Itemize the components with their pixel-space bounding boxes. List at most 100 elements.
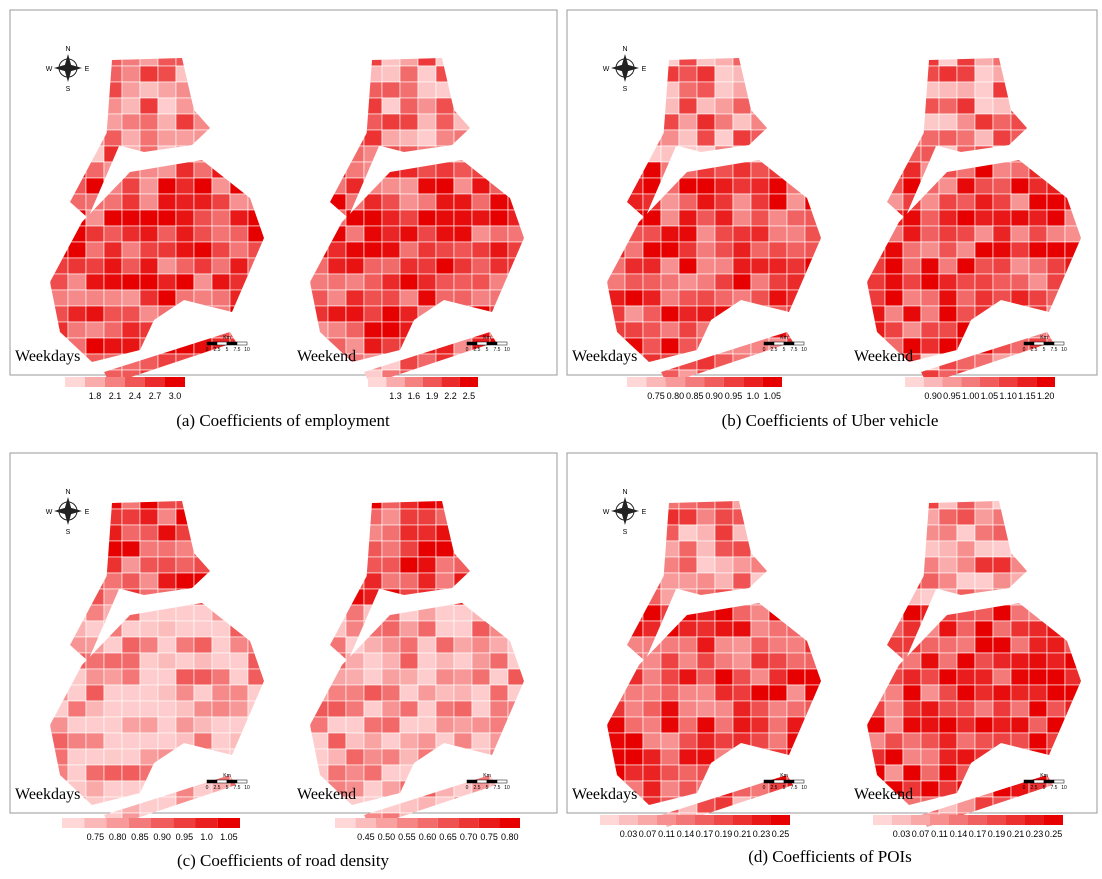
district xyxy=(346,525,364,541)
district xyxy=(849,98,867,114)
district xyxy=(194,573,212,589)
district xyxy=(490,573,508,589)
district xyxy=(769,669,787,685)
district xyxy=(625,82,643,98)
district xyxy=(50,637,68,653)
district xyxy=(310,541,328,557)
district xyxy=(1065,66,1083,82)
district xyxy=(589,829,607,845)
district xyxy=(751,605,769,621)
scale-label: 2.5 xyxy=(474,785,481,791)
district xyxy=(194,370,212,386)
district xyxy=(1011,258,1029,274)
district xyxy=(508,210,526,226)
district xyxy=(50,605,68,621)
district xyxy=(140,194,158,210)
district xyxy=(1047,557,1065,573)
district xyxy=(751,274,769,290)
district xyxy=(230,573,248,589)
district xyxy=(436,130,454,146)
district xyxy=(104,354,122,370)
district xyxy=(230,653,248,669)
legend-swatch xyxy=(924,377,943,387)
district xyxy=(248,386,266,402)
district xyxy=(903,306,921,322)
district xyxy=(885,146,903,162)
district xyxy=(140,306,158,322)
district xyxy=(733,290,751,306)
district xyxy=(1065,829,1083,845)
district xyxy=(589,573,607,589)
district xyxy=(661,82,679,98)
district xyxy=(364,306,382,322)
district xyxy=(1029,493,1047,509)
district xyxy=(697,114,715,130)
district xyxy=(715,749,733,765)
district xyxy=(1047,322,1065,338)
district xyxy=(805,82,823,98)
district xyxy=(526,749,544,765)
district xyxy=(490,701,508,717)
district xyxy=(436,589,454,605)
district xyxy=(867,274,885,290)
district xyxy=(1029,258,1047,274)
district xyxy=(230,621,248,637)
district xyxy=(769,290,787,306)
district xyxy=(1083,557,1101,573)
district xyxy=(158,541,176,557)
district xyxy=(50,749,68,765)
legend-label: 0.50 xyxy=(378,832,396,842)
district xyxy=(607,573,625,589)
district xyxy=(1083,765,1101,781)
legend-label: 0.03 xyxy=(620,829,638,839)
district xyxy=(436,685,454,701)
district xyxy=(194,130,212,146)
district xyxy=(849,701,867,717)
district xyxy=(1047,749,1065,765)
district xyxy=(418,290,436,306)
district xyxy=(490,589,508,605)
district xyxy=(993,322,1011,338)
district xyxy=(292,765,310,781)
district xyxy=(733,541,751,557)
district xyxy=(526,130,544,146)
district xyxy=(1047,178,1065,194)
district xyxy=(472,509,490,525)
district xyxy=(400,509,418,525)
district xyxy=(1065,98,1083,114)
district xyxy=(607,589,625,605)
district xyxy=(194,178,212,194)
district xyxy=(787,50,805,66)
district xyxy=(346,493,364,509)
district xyxy=(86,338,104,354)
district xyxy=(472,274,490,290)
district xyxy=(921,653,939,669)
district xyxy=(939,653,957,669)
district xyxy=(382,509,400,525)
district xyxy=(50,322,68,338)
district xyxy=(903,274,921,290)
district xyxy=(436,146,454,162)
district xyxy=(310,733,328,749)
district xyxy=(364,146,382,162)
district xyxy=(805,98,823,114)
district xyxy=(508,98,526,114)
district xyxy=(903,701,921,717)
district xyxy=(50,765,68,781)
district xyxy=(1065,509,1083,525)
district xyxy=(679,66,697,82)
district xyxy=(1029,621,1047,637)
district xyxy=(733,749,751,765)
district xyxy=(1047,717,1065,733)
district xyxy=(248,573,266,589)
district xyxy=(957,669,975,685)
district xyxy=(194,685,212,701)
district xyxy=(310,226,328,242)
district xyxy=(805,322,823,338)
district xyxy=(68,701,86,717)
district xyxy=(310,653,328,669)
district xyxy=(436,82,454,98)
district xyxy=(50,146,68,162)
scale-seg xyxy=(217,342,227,345)
district xyxy=(993,525,1011,541)
